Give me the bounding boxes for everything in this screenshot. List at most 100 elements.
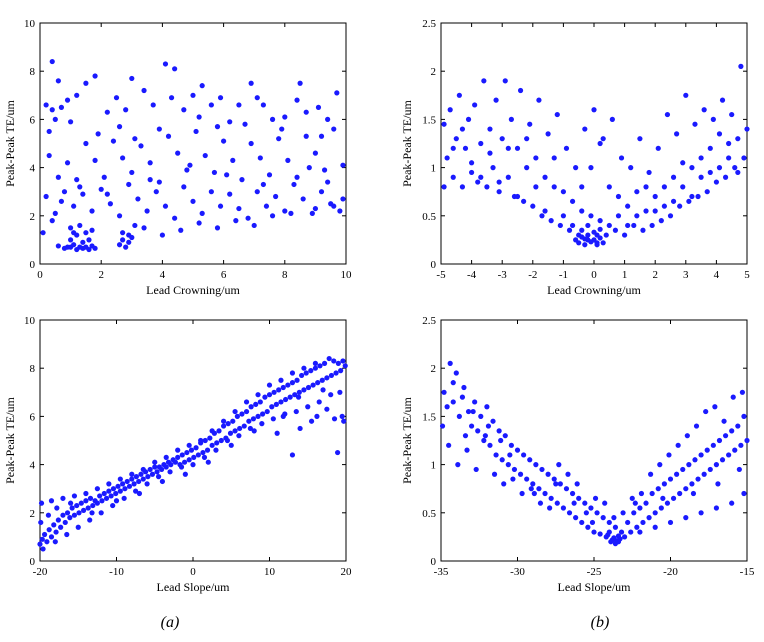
data-point <box>527 457 533 463</box>
data-point <box>55 517 61 523</box>
data-point <box>589 519 596 526</box>
data-point <box>263 203 270 209</box>
data-point <box>582 236 588 242</box>
data-point <box>230 418 236 424</box>
data-point <box>116 242 123 248</box>
data-point <box>293 408 299 415</box>
data-point <box>514 145 521 151</box>
data-point <box>46 527 52 533</box>
data-point <box>464 447 470 453</box>
data-point <box>649 222 655 229</box>
data-point <box>120 237 126 243</box>
data-point <box>83 498 89 504</box>
data-point <box>207 435 213 441</box>
data-point <box>191 454 197 460</box>
data-point <box>201 454 208 460</box>
data-point <box>646 169 652 176</box>
data-point <box>667 213 674 219</box>
data-point <box>64 510 71 516</box>
data-point <box>120 230 126 236</box>
data-point <box>85 505 91 511</box>
x-tick-label: 3 <box>683 269 689 281</box>
data-point <box>732 165 738 171</box>
data-point <box>643 208 649 214</box>
data-point <box>67 515 73 521</box>
data-point <box>542 174 548 180</box>
data-point <box>124 478 130 485</box>
data-point <box>592 495 599 501</box>
x-tick-label: 1 <box>622 269 628 281</box>
data-point <box>455 462 461 468</box>
data-point <box>640 227 646 233</box>
data-point <box>704 447 710 453</box>
data-point <box>49 107 55 113</box>
data-point <box>615 213 622 219</box>
data-point <box>741 155 747 161</box>
data-point <box>600 136 606 142</box>
data-point <box>89 208 95 214</box>
data-point <box>625 519 631 526</box>
data-point <box>64 97 71 103</box>
x-tick-label: 0 <box>190 566 196 578</box>
data-point <box>628 529 634 535</box>
data-point <box>473 466 479 473</box>
data-point <box>95 131 101 137</box>
y-axis-label: Peak-Peak TE/um <box>400 99 414 186</box>
data-point <box>80 191 86 197</box>
data-point <box>469 169 475 176</box>
data-point <box>612 524 619 530</box>
data-point <box>557 481 563 487</box>
data-point <box>565 471 571 477</box>
data-point <box>334 90 340 96</box>
data-point <box>260 181 266 188</box>
data-point <box>324 406 330 412</box>
y-tick-label: 6 <box>30 114 36 126</box>
data-point <box>237 425 243 432</box>
data-point <box>141 225 147 231</box>
data-point <box>69 505 75 511</box>
data-point <box>338 368 344 374</box>
data-point <box>729 428 735 434</box>
data-point <box>214 124 221 130</box>
data-point <box>230 157 236 163</box>
data-point <box>331 126 337 132</box>
data-point <box>472 399 478 405</box>
data-point <box>253 401 259 407</box>
data-point <box>505 174 511 180</box>
data-point <box>138 143 144 149</box>
data-point <box>301 387 307 393</box>
data-point <box>116 213 123 219</box>
data-point <box>716 131 723 137</box>
data-point <box>498 437 504 444</box>
data-point <box>481 437 487 444</box>
data-point <box>554 111 560 118</box>
data-point <box>108 493 114 499</box>
data-point <box>273 401 279 407</box>
data-point <box>695 193 701 200</box>
data-point <box>221 138 227 144</box>
data-point <box>87 517 93 523</box>
data-point <box>74 502 80 509</box>
data-point <box>255 413 261 419</box>
data-point <box>147 160 153 166</box>
data-point <box>576 495 582 501</box>
data-point <box>680 466 686 473</box>
y-axis-label: Peak-Peak TE/um <box>3 99 17 186</box>
data-point <box>319 377 325 383</box>
data-point <box>312 365 318 371</box>
data-point <box>156 179 162 185</box>
y-axis-label: Peak-Peak TE/um <box>400 396 414 483</box>
data-point <box>487 442 493 448</box>
data-point <box>46 128 52 135</box>
data-point <box>530 203 536 209</box>
x-tick-label: -4 <box>467 269 477 281</box>
data-point <box>514 193 521 200</box>
data-point <box>147 177 153 183</box>
data-point <box>514 447 521 453</box>
data-point <box>719 457 726 463</box>
data-point <box>92 73 98 79</box>
data-point <box>77 222 83 229</box>
data-point <box>299 372 305 379</box>
data-point <box>547 505 553 511</box>
data-point <box>660 495 666 501</box>
